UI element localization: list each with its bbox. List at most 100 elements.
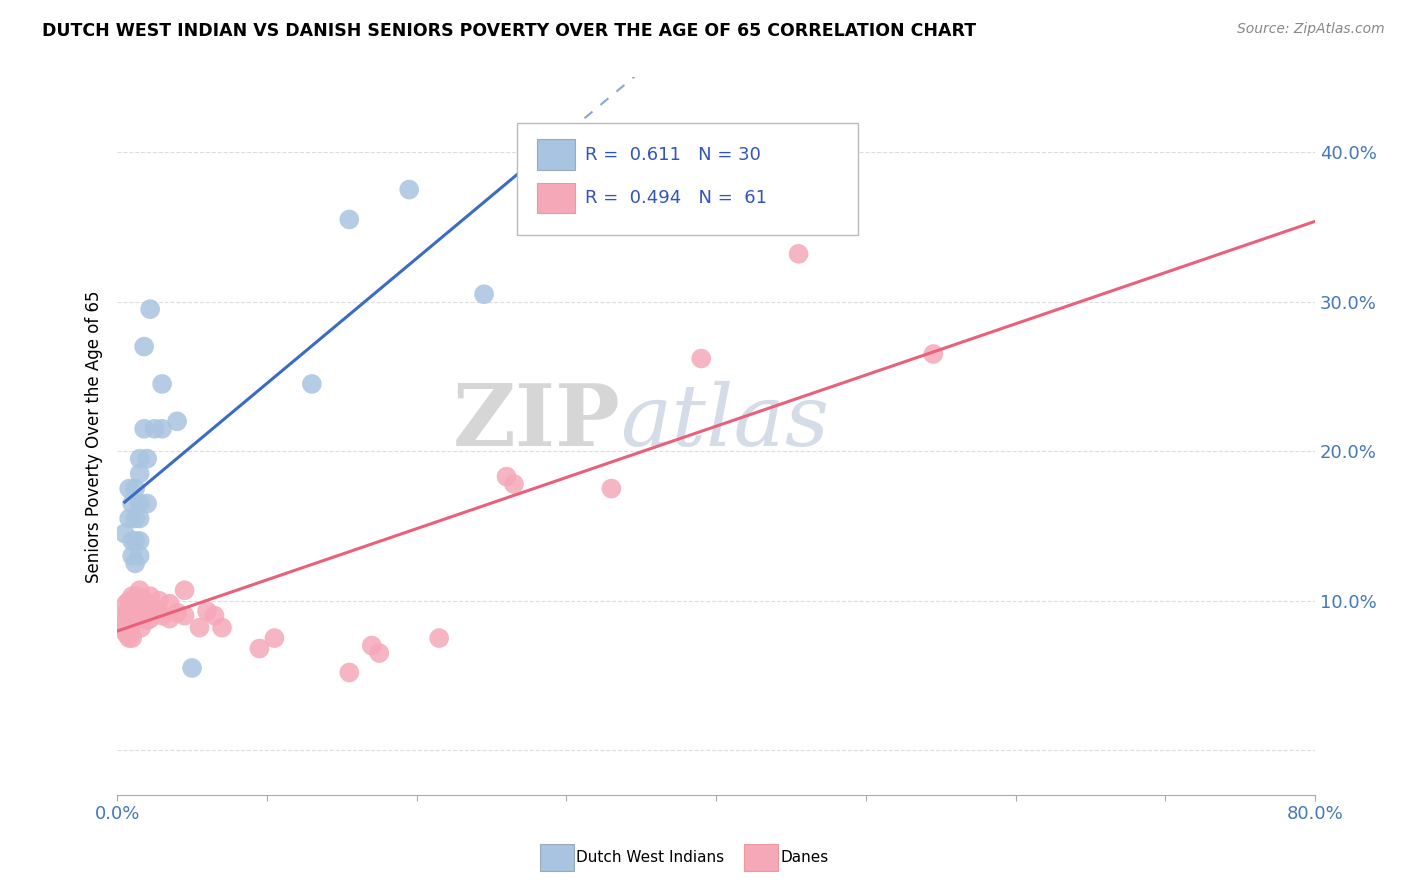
Point — [150, 422, 173, 436]
Point — [472, 287, 495, 301]
Point — [136, 451, 159, 466]
Point — [115, 612, 138, 626]
Point — [121, 631, 143, 645]
Point — [120, 626, 142, 640]
Point — [117, 619, 139, 633]
Point — [128, 496, 150, 510]
Point — [503, 477, 526, 491]
Point — [398, 183, 420, 197]
Point — [136, 598, 159, 612]
Point — [128, 549, 150, 563]
Point — [787, 247, 810, 261]
Point — [181, 661, 204, 675]
Point — [118, 631, 141, 645]
Point — [128, 511, 150, 525]
Point — [139, 612, 162, 626]
Point — [495, 469, 517, 483]
Point — [127, 612, 149, 626]
Point — [368, 646, 391, 660]
Point — [263, 631, 285, 645]
Point — [427, 631, 450, 645]
Point — [922, 347, 945, 361]
Point — [139, 302, 162, 317]
Point — [195, 604, 218, 618]
Point — [124, 533, 146, 548]
Point — [124, 598, 146, 612]
Point — [118, 593, 141, 607]
Text: Source: ZipAtlas.com: Source: ZipAtlas.com — [1237, 22, 1385, 37]
Point — [120, 598, 142, 612]
Point — [159, 597, 181, 611]
Point — [136, 496, 159, 510]
Point — [134, 593, 156, 607]
Point — [121, 616, 143, 631]
Point — [249, 641, 271, 656]
Point — [124, 511, 146, 525]
Point — [600, 482, 623, 496]
Point — [148, 593, 170, 607]
Point — [143, 601, 166, 615]
Point — [118, 482, 141, 496]
Point — [136, 613, 159, 627]
Point — [166, 414, 188, 428]
Point — [301, 376, 323, 391]
Point — [166, 606, 188, 620]
Text: Dutch West Indians: Dutch West Indians — [576, 850, 724, 864]
Text: R =  0.611   N = 30: R = 0.611 N = 30 — [585, 145, 761, 163]
Text: atlas: atlas — [620, 381, 830, 463]
Point — [337, 212, 360, 227]
Point — [134, 608, 156, 623]
Point — [188, 621, 211, 635]
Point — [150, 608, 173, 623]
Point — [337, 665, 360, 680]
Y-axis label: Seniors Poverty Over the Age of 65: Seniors Poverty Over the Age of 65 — [86, 290, 103, 582]
Point — [121, 549, 143, 563]
Point — [690, 351, 713, 366]
Text: DUTCH WEST INDIAN VS DANISH SENIORS POVERTY OVER THE AGE OF 65 CORRELATION CHART: DUTCH WEST INDIAN VS DANISH SENIORS POVE… — [42, 22, 976, 40]
Point — [112, 608, 135, 623]
Point — [139, 589, 162, 603]
Point — [124, 557, 146, 571]
Point — [128, 451, 150, 466]
Point — [129, 606, 152, 620]
Point — [128, 598, 150, 612]
Point — [127, 597, 149, 611]
Point — [128, 467, 150, 481]
Point — [121, 604, 143, 618]
Point — [121, 533, 143, 548]
Point — [114, 526, 136, 541]
Point — [121, 496, 143, 510]
Point — [118, 606, 141, 620]
Text: R =  0.494   N =  61: R = 0.494 N = 61 — [585, 189, 766, 207]
Point — [360, 639, 382, 653]
Point — [173, 583, 195, 598]
Point — [115, 597, 138, 611]
Point — [115, 626, 138, 640]
Point — [122, 593, 145, 607]
Point — [159, 612, 181, 626]
Point — [108, 616, 131, 631]
Point — [173, 608, 195, 623]
Point — [134, 340, 156, 354]
Point — [125, 589, 148, 603]
Point — [211, 621, 233, 635]
Point — [143, 422, 166, 436]
Point — [121, 589, 143, 603]
Point — [125, 604, 148, 618]
Point — [118, 511, 141, 525]
Text: ZIP: ZIP — [453, 380, 620, 464]
Point — [114, 624, 136, 638]
Point — [128, 533, 150, 548]
Point — [124, 482, 146, 496]
Point — [124, 612, 146, 626]
Point — [134, 422, 156, 436]
Point — [150, 376, 173, 391]
Point — [117, 604, 139, 618]
Text: Danes: Danes — [780, 850, 828, 864]
Point — [120, 612, 142, 626]
Point — [118, 619, 141, 633]
Point — [129, 621, 152, 635]
Point — [122, 608, 145, 623]
Point — [204, 608, 226, 623]
Point — [128, 583, 150, 598]
